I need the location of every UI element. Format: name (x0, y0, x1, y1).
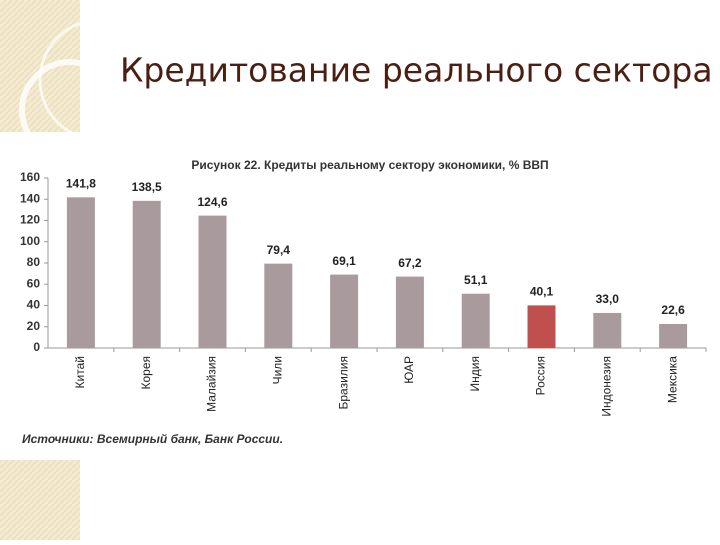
bar (461, 293, 490, 348)
value-label: 33,0 (596, 292, 620, 306)
value-label: 40,1 (530, 285, 554, 299)
value-label: 141,8 (66, 177, 96, 191)
bar (659, 323, 688, 348)
x-tick-label: Бразилия (336, 356, 350, 410)
x-tick-label: Чили (270, 356, 284, 384)
bar (66, 197, 95, 348)
value-label: 124,6 (197, 195, 227, 209)
source: Источники: Всемирный банк, Банк России. (22, 432, 283, 446)
bar (395, 276, 424, 348)
bar (198, 215, 227, 348)
x-tick-label: Малайзия (205, 356, 219, 412)
x-tick-label: Россия (534, 356, 548, 395)
bar (527, 305, 556, 348)
value-label: 138,5 (132, 180, 162, 194)
x-tick-label: Мексика (665, 356, 679, 403)
x-tick-label: Китай (73, 356, 87, 388)
value-label: 67,2 (398, 256, 422, 270)
slide-title: Кредитование реального сектора (120, 51, 713, 90)
bar (330, 274, 359, 348)
x-tick-label: Индонезия (599, 356, 613, 417)
decoration (0, 0, 162, 540)
y-tick-label: 60 (27, 276, 41, 290)
value-label: 51,1 (464, 273, 488, 287)
x-tick-label: ЮАР (402, 356, 416, 384)
y-tick-label: 140 (20, 191, 40, 205)
bar (593, 312, 622, 348)
y-tick-label: 40 (27, 298, 41, 312)
y-tick-label: 100 (20, 234, 40, 248)
bar (132, 200, 161, 348)
x-tick-label: Корея (139, 356, 153, 390)
value-label: 22,6 (661, 303, 685, 317)
value-label: 79,4 (267, 243, 291, 257)
value-label: 69,1 (332, 254, 356, 268)
y-tick-label: 20 (27, 319, 41, 333)
y-tick-label: 120 (20, 213, 40, 227)
y-tick-label: 160 (20, 170, 40, 184)
y-tick-label: 0 (33, 340, 40, 354)
chart-title: Рисунок 22. Кредиты реальному сектору эк… (191, 158, 548, 172)
bar (264, 263, 293, 348)
y-tick-label: 80 (27, 255, 41, 269)
x-tick-label: Индия (468, 356, 482, 391)
